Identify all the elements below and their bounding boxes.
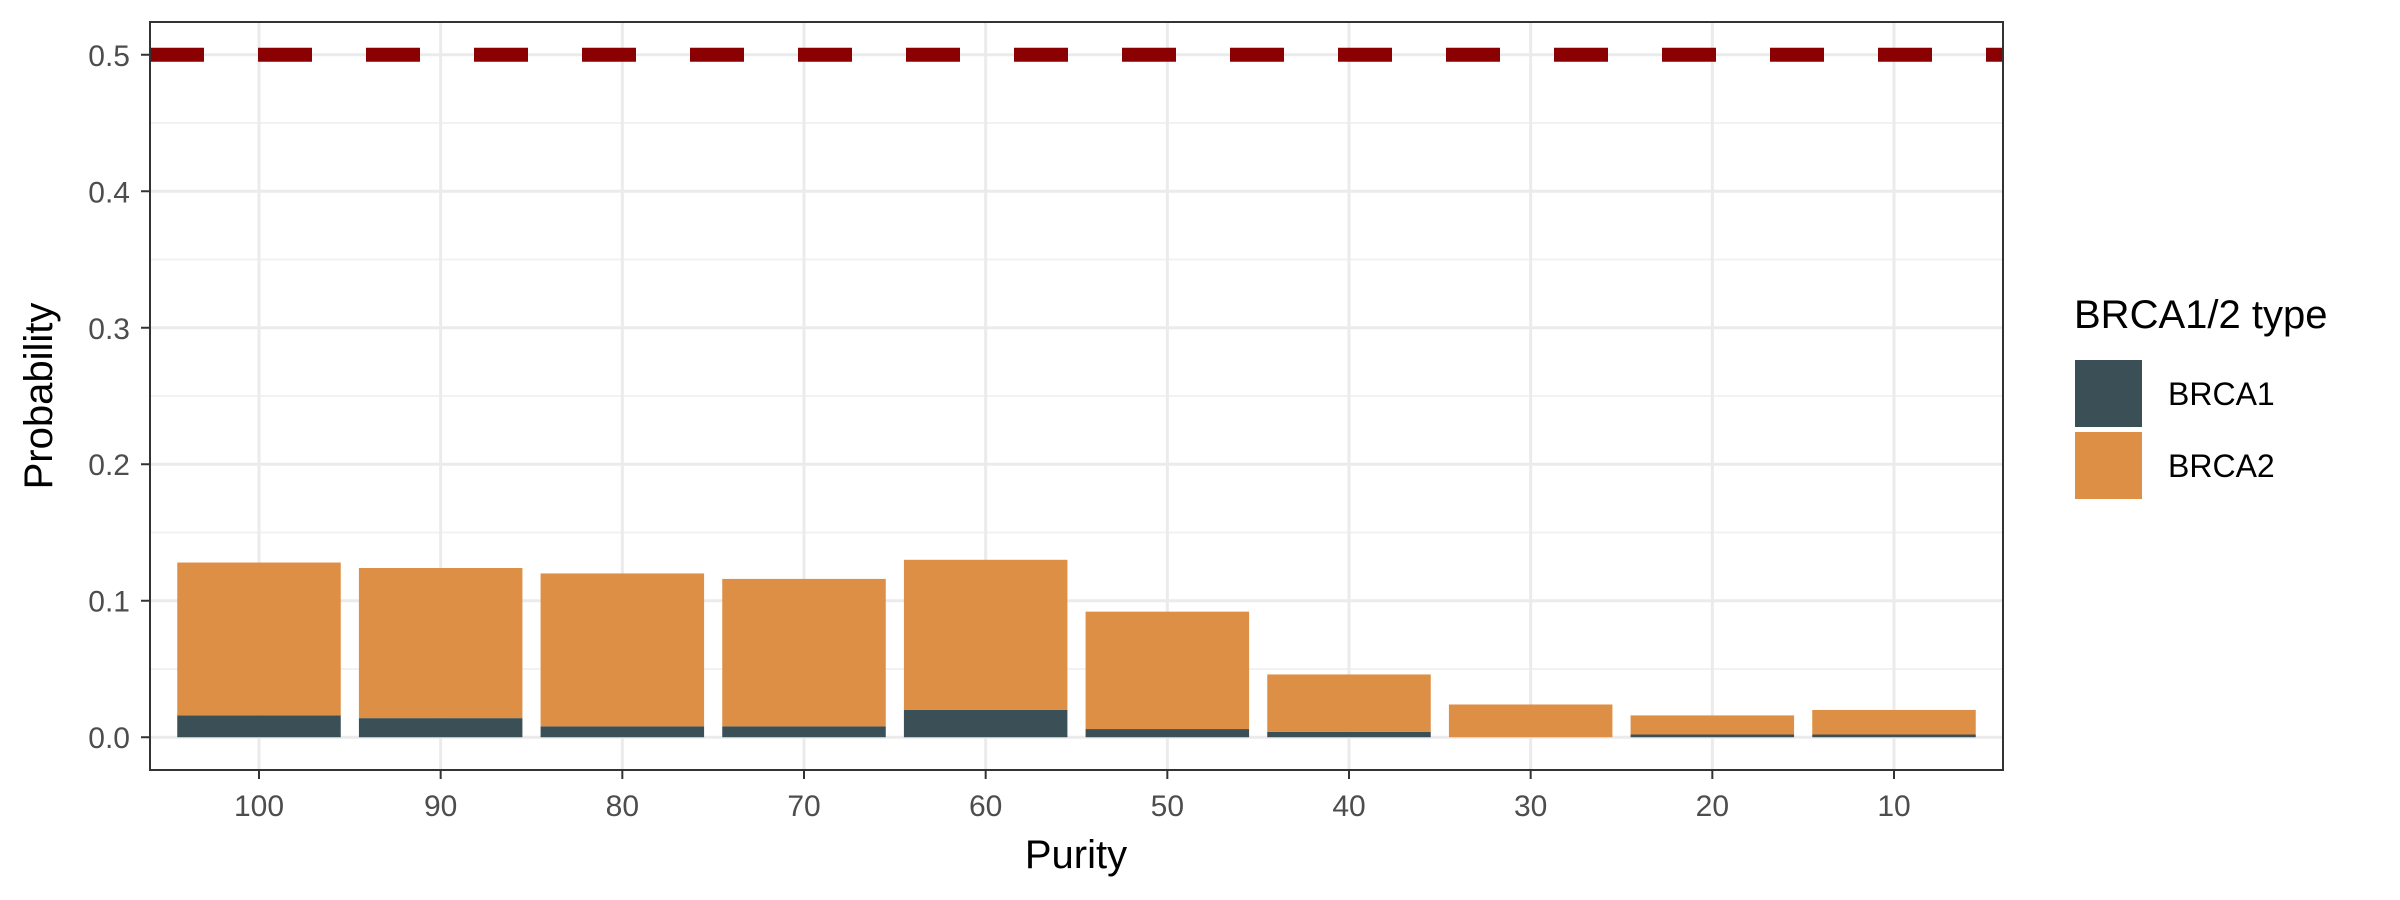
x-tick-label: 80: [606, 790, 639, 823]
legend: BRCA1/2 type BRCA1 BRCA2: [2074, 293, 2327, 499]
bar-brca2-20: [1630, 715, 1795, 735]
x-tick-label: 30: [1514, 790, 1547, 823]
bar-brca2-50: [1085, 611, 1250, 730]
bars: [177, 559, 1976, 738]
x-tick-label: 40: [1332, 790, 1365, 823]
axes: 0.0 0.1 0.2 0.3 0.4 0.5 100 90 80 70 60 50 40 30 20 10: [88, 40, 1910, 823]
y-tick-label: 0.0: [88, 722, 130, 755]
bar-brca1-80: [540, 726, 705, 738]
bar-brca1-60: [903, 709, 1068, 738]
x-tick-label: 10: [1877, 790, 1910, 823]
bar-brca2-40: [1267, 674, 1431, 732]
bar-brca1-100: [177, 715, 341, 738]
bar-brca1-40: [1267, 731, 1431, 738]
y-axis-title: Probability: [17, 303, 61, 490]
legend-swatch-brca2: [2075, 432, 2142, 499]
x-tick-label: 100: [234, 790, 284, 823]
legend-title: BRCA1/2 type: [2074, 293, 2327, 337]
y-tick-label: 0.4: [88, 176, 130, 209]
x-tick-label: 70: [787, 790, 820, 823]
bar-brca2-100: [177, 562, 341, 716]
y-tick-label: 0.1: [88, 586, 130, 619]
bar-brca2-60: [903, 559, 1068, 710]
x-tick-label: 50: [1151, 790, 1184, 823]
bar-brca2-10: [1812, 709, 1976, 735]
legend-label-brca2: BRCA2: [2168, 448, 2275, 484]
y-tick-label: 0.3: [88, 313, 130, 346]
legend-swatch-brca1: [2075, 360, 2142, 427]
legend-label-brca1: BRCA1: [2168, 376, 2275, 412]
bar-brca2-30: [1448, 704, 1613, 738]
x-tick-label: 90: [424, 790, 457, 823]
bar-brca2-70: [722, 578, 886, 727]
panel-border: [149, 21, 2004, 771]
y-tick-label: 0.2: [88, 449, 130, 482]
x-tick-label: 20: [1696, 790, 1729, 823]
bar-brca2-80: [540, 573, 705, 727]
bar-brca2-90: [358, 567, 523, 719]
bar-brca1-70: [722, 726, 886, 738]
x-axis-title: Purity: [1025, 833, 1127, 877]
bar-brca1-90: [358, 718, 523, 738]
y-tick-label: 0.5: [88, 40, 130, 73]
bar-brca1-20: [1630, 734, 1795, 738]
bar-brca1-10: [1812, 734, 1976, 738]
bar-brca1-50: [1085, 729, 1250, 738]
x-tick-label: 60: [969, 790, 1002, 823]
